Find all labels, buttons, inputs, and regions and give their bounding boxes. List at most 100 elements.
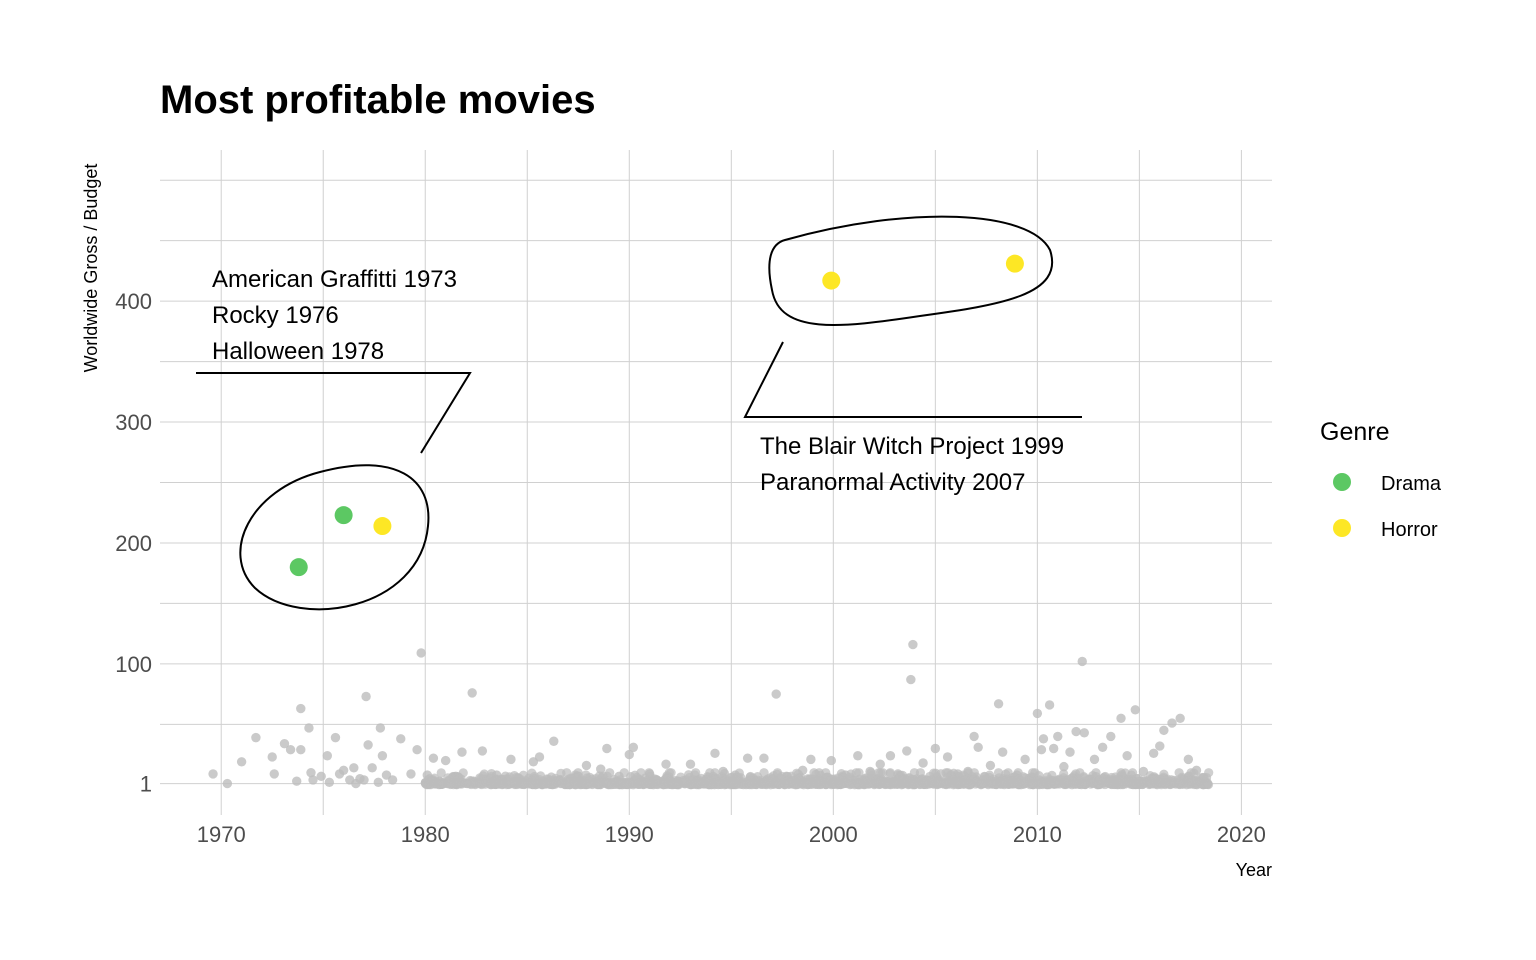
movie-point: [973, 742, 983, 752]
movie-point: [304, 723, 314, 733]
legend-title: Genre: [1320, 418, 1389, 446]
movie-point: [831, 779, 842, 789]
movie-point: [534, 752, 545, 762]
movie-point: [652, 775, 662, 785]
movie-point: [375, 723, 386, 733]
highlight-point-halloween: [373, 517, 392, 536]
movie-point: [359, 775, 369, 785]
movie-point: [251, 732, 261, 743]
movie-point: [363, 740, 373, 750]
movie-point: [909, 768, 919, 778]
movie-point: [436, 768, 446, 778]
movie-point: [1046, 775, 1056, 785]
annotation-ellipse-left: [239, 464, 430, 611]
movie-point: [985, 760, 996, 771]
x-tick-label: 1990: [605, 822, 654, 847]
movie-point: [324, 777, 335, 788]
movie-point: [747, 780, 757, 790]
movie-point: [330, 732, 341, 743]
movie-point: [619, 768, 629, 778]
movie-point: [890, 779, 901, 789]
movie-point: [1059, 778, 1069, 788]
legend-label-drama: Drama: [1381, 473, 1442, 495]
movie-point: [632, 774, 643, 784]
movie-point: [1048, 743, 1059, 754]
movie-point: [308, 775, 318, 785]
y-tick-label: 100: [115, 652, 152, 677]
movie-point: [817, 779, 827, 789]
movie-point: [373, 777, 384, 788]
movie-point: [742, 753, 753, 763]
legend-swatch-horror: [1333, 519, 1351, 537]
x-tick-label: 1980: [401, 822, 450, 847]
movie-point: [296, 745, 306, 755]
annotation-label-left: Rocky 1976: [212, 302, 339, 329]
movie-point: [1014, 779, 1025, 789]
movie-point: [713, 780, 723, 790]
movie-point: [810, 779, 820, 789]
movie-point: [771, 689, 781, 699]
chart-title: Most profitable movies: [160, 78, 596, 122]
movie-point: [306, 767, 316, 778]
movie-point: [1128, 768, 1138, 778]
movie-point: [412, 745, 422, 755]
annotation-leader-right: [743, 341, 1082, 418]
movie-point: [759, 753, 769, 763]
movie-point: [918, 758, 928, 768]
movie-point: [549, 736, 559, 746]
movie-point: [435, 776, 445, 786]
movie-point: [1053, 731, 1063, 742]
movie-point: [875, 759, 885, 769]
movie-point: [349, 763, 359, 773]
movie-point: [467, 688, 477, 698]
movie-point: [806, 754, 816, 765]
movie-point: [1155, 741, 1165, 751]
movie-point: [416, 648, 426, 658]
movie-point: [387, 775, 398, 785]
movie-point: [564, 779, 575, 790]
movie-point: [906, 674, 916, 685]
movie-point: [628, 742, 639, 752]
movie-point: [1020, 754, 1030, 765]
annotation-label-left: American Graffitti 1973: [212, 266, 457, 293]
movie-point: [1077, 656, 1087, 667]
movie-point: [1128, 779, 1138, 790]
highlight-point-rocky: [334, 506, 353, 525]
movie-point: [440, 755, 451, 766]
y-tick-label: 200: [115, 531, 152, 556]
movie-point: [269, 769, 279, 779]
movie-point: [292, 776, 302, 786]
highlight-layer: [289, 254, 1024, 577]
movie-point: [477, 746, 488, 756]
movie-point: [1065, 747, 1075, 757]
other-points-layer: [208, 639, 1214, 790]
movie-point: [1044, 700, 1055, 710]
annotation-layer: American Graffitti 1973 Rocky 1976 Hallowe…: [196, 215, 1082, 611]
movie-point: [685, 759, 696, 769]
movie-point: [506, 754, 516, 765]
movie-point: [667, 778, 677, 788]
highlight-point-paranormal-activity: [1005, 254, 1024, 273]
movie-point: [1071, 726, 1081, 737]
movie-point: [1106, 731, 1116, 742]
movie-point: [322, 751, 333, 761]
movie-point: [728, 779, 738, 789]
annotation-ellipse-right: [768, 215, 1054, 326]
movie-point: [513, 779, 523, 789]
movie-point: [1130, 705, 1140, 715]
movie-point: [969, 731, 979, 742]
movie-point: [1030, 779, 1040, 789]
axis-layer: 1970 1980 1990 2000 2010 2020 1 100 200 300 400 Yea…: [81, 164, 1272, 880]
movie-point: [1059, 761, 1069, 772]
movie-point: [424, 778, 434, 789]
movie-point: [361, 691, 371, 702]
movie-point: [823, 772, 833, 782]
movie-point: [930, 743, 941, 754]
movie-point: [885, 768, 895, 778]
x-tick-label: 2010: [1013, 822, 1062, 847]
movie-point: [580, 779, 591, 789]
movie-point: [601, 777, 611, 787]
movie-point: [571, 780, 581, 790]
movie-point: [457, 747, 467, 757]
